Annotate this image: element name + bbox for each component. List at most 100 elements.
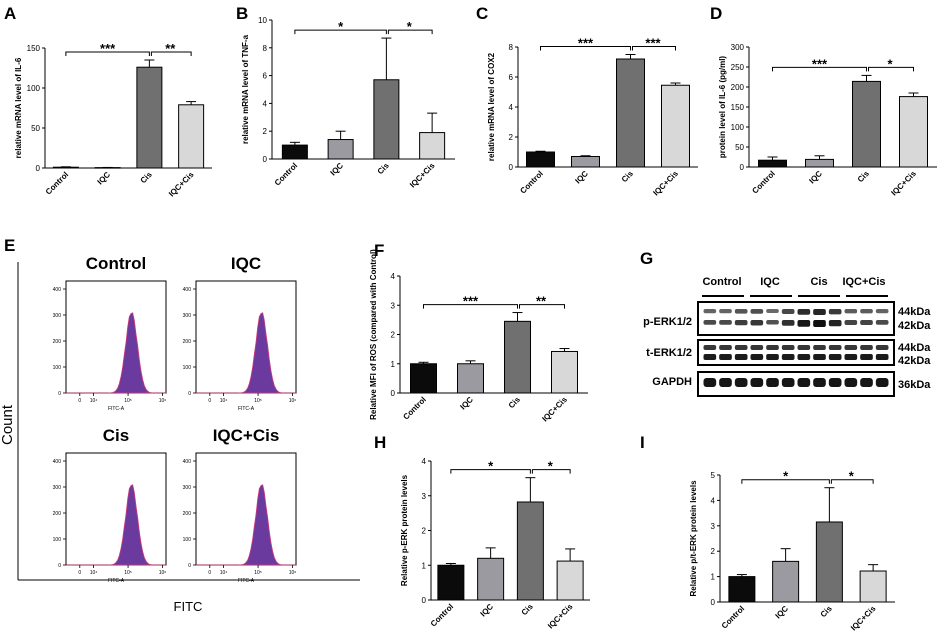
flow-plot-frame — [65, 452, 167, 566]
flow-xtick-label: 10⁴ — [90, 570, 98, 576]
flow-xtick-label: 10⁶ — [289, 398, 297, 404]
chart-i-sig-bracket-0 — [741, 479, 830, 484]
wb-band-t-erk-42 — [703, 354, 717, 360]
chart-c-sig-label-0: *** — [578, 36, 594, 51]
wb-band-t-erk-44 — [703, 345, 717, 350]
wb-band-t-erk-42 — [719, 354, 732, 360]
wb-band-t-erk-42 — [766, 354, 779, 360]
chart-h-ytick-label: 2 — [422, 527, 427, 536]
chart-d-y-title: protein level of IL-6 (pg/ml) — [718, 56, 727, 159]
chart-d-ytick-label: 50 — [735, 143, 744, 152]
chart-i-sig-label-1: * — [849, 469, 855, 484]
chart-i-category-label: IQC+Cis — [849, 604, 878, 633]
chart-h-ytick-label: 3 — [422, 492, 427, 501]
panel-letter-e: E — [4, 236, 15, 255]
wb-band-p-erk-44 — [781, 309, 795, 314]
chart-a-ytick-label: 100 — [27, 84, 41, 93]
wb-band-p-erk-42 — [813, 320, 826, 327]
chart-a-category-label: Cis — [139, 170, 155, 186]
chart-b-ytick-label: 6 — [263, 72, 268, 81]
wb-band-t-erk-44 — [781, 345, 795, 350]
flow-histogram-3: IQC+Cis 0 100 200 300 400 0 10⁴ 10⁵ 10⁶ FITC-A — [183, 426, 297, 584]
panel-letter-h: H — [374, 433, 386, 452]
chart-c-category-label: Cis — [620, 169, 636, 185]
wb-band-t-erk-44 — [797, 345, 811, 350]
flow-xtick-label: 0 — [208, 398, 211, 404]
chart-a-ytick-label: 0 — [36, 164, 41, 173]
panel-letter-b: B — [236, 4, 248, 23]
chart-c-sig-bracket-0 — [540, 46, 631, 51]
chart-d-bar-3 — [899, 96, 928, 168]
wb-bands — [703, 309, 889, 387]
flow-histogram-1: IQC 0 100 200 300 400 0 10⁴ 10⁵ 10⁶ FITC-A — [183, 254, 297, 412]
chart-d-category-label: Cis — [856, 169, 872, 185]
wb-band-t-erk-44 — [875, 345, 889, 350]
wb-band-p-erk-44 — [875, 309, 889, 314]
flow-ytick-label: 400 — [183, 287, 192, 293]
wb-band-t-erk-42 — [734, 354, 748, 360]
flow-xtick-label: 10⁵ — [254, 570, 262, 576]
wb-band-t-erk-42 — [750, 354, 764, 360]
wb-band-gapdh — [844, 378, 858, 387]
wb-band-p-erk-44 — [860, 309, 873, 314]
wb-band-t-erk-44 — [766, 345, 779, 350]
flow-ytick-label: 100 — [53, 365, 62, 371]
wb-band-gapdh — [875, 378, 889, 387]
chart-d-sig-bracket-0 — [772, 66, 867, 72]
chart-b-ytick-label: 10 — [258, 16, 267, 25]
flow-axis-caption: FITC-A — [238, 578, 255, 584]
chart-a-bar-0 — [52, 166, 79, 169]
flow-count-label: Count — [0, 404, 16, 445]
chart-i-ytick-label: 3 — [711, 522, 716, 531]
flow-ytick-label: 0 — [188, 563, 191, 569]
chart-c-sig-bracket-1 — [632, 46, 676, 51]
chart-i-category-label: Control — [720, 604, 746, 630]
chart-a-sig-bracket-1 — [150, 51, 192, 56]
chart-f-sig-label-1: ** — [536, 294, 547, 309]
chart-i-bar-0 — [728, 576, 756, 603]
chart-c-bar-1 — [571, 156, 600, 168]
flow-ytick-label: 100 — [183, 365, 192, 371]
flow-xtick-label: 10⁵ — [124, 398, 132, 404]
chart-c-ytick-label: 8 — [509, 43, 514, 52]
chart-i-sig-bracket-1 — [830, 479, 874, 484]
chart-h-y-title: Relative p-ERK protein levels — [400, 474, 409, 586]
flow-axis-caption: FITC-A — [108, 406, 125, 412]
chart-i-ytick-label: 5 — [711, 471, 716, 480]
chart-f-sig-bracket-1 — [519, 304, 565, 309]
wb-band-t-erk-42 — [844, 354, 858, 360]
wb-band-p-erk-42 — [781, 320, 795, 326]
flow-histogram-curve — [66, 484, 166, 566]
chart-f-ytick-label: 3 — [391, 301, 396, 310]
chart-a-ytick-label: 50 — [31, 124, 40, 133]
flow-ytick-label: 200 — [183, 511, 192, 517]
wb-size-p-erk-42: 42kDa — [898, 320, 931, 332]
chart-b-ytick-label: 4 — [263, 99, 268, 108]
wb-band-p-erk-42 — [719, 320, 732, 325]
flow-ytick-label: 400 — [53, 287, 62, 293]
flow-histogram-curve — [66, 312, 166, 394]
wb-band-p-erk-44 — [813, 309, 826, 315]
flow-ytick-label: 0 — [58, 391, 61, 397]
wb-band-p-erk-44 — [766, 309, 779, 313]
chart-c-bar-0 — [526, 151, 555, 168]
wb-band-t-erk-44 — [844, 345, 858, 350]
panel-letter-c: C — [476, 4, 488, 23]
wb-group-iqc: IQC — [760, 276, 780, 288]
panel-letter-d: D — [710, 4, 722, 23]
flow-xtick-label: 10⁴ — [90, 398, 98, 404]
chart-f-bar-3 — [551, 350, 578, 394]
flow-ytick-label: 400 — [53, 459, 62, 465]
wb-band-t-erk-44 — [813, 345, 826, 350]
flow-ytick-label: 200 — [53, 511, 62, 517]
chart-a: 0 50 100 150 relative mRNA level of IL-6 Cont… — [14, 41, 212, 199]
chart-b-category-label: IQC+Cis — [408, 161, 437, 190]
wb-band-p-erk-42 — [828, 320, 842, 327]
chart-c-category-label: Control — [518, 169, 544, 195]
flow-xtick-label: 10⁶ — [289, 570, 297, 576]
chart-d-ytick-label: 100 — [731, 123, 745, 132]
chart-d: 0 50 100 150 200 250 300 protein level of IL-6 … — [718, 43, 937, 198]
chart-h-bar-0 — [437, 564, 465, 601]
flow-panel-title: Control — [86, 254, 146, 273]
flow-fitc-label: FITC — [174, 599, 203, 614]
